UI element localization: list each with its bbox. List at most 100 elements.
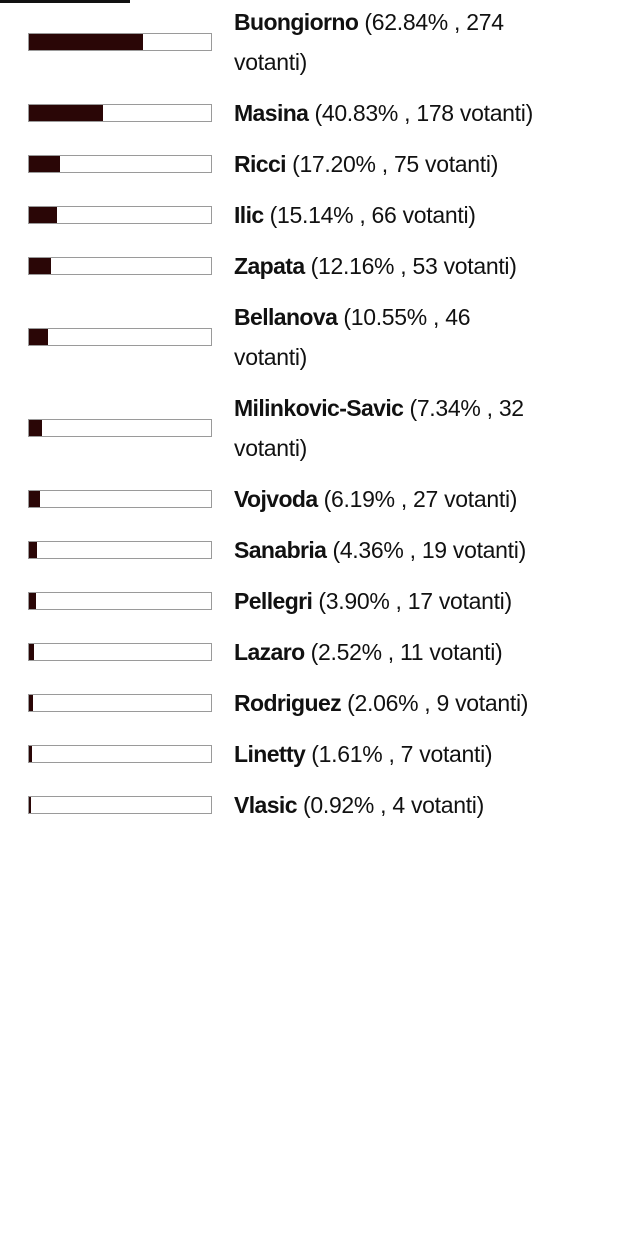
vote-count: 7 (400, 741, 414, 767)
candidate-name: Vlasic (234, 792, 298, 818)
progress-fill (29, 695, 33, 711)
result-text: Zapata (12.16% , 53 votanti) (234, 246, 539, 286)
candidate-name: Linetty (234, 741, 306, 767)
progress-bar (28, 796, 212, 814)
result-info: (4.36% , 19 votanti) (332, 537, 526, 563)
votes-label: votanti (438, 588, 505, 614)
progress-bar (28, 104, 212, 122)
result-info: (40.83% , 178 votanti) (314, 100, 533, 126)
progress-fill (29, 207, 57, 223)
percent: 7.34% (416, 395, 481, 421)
progress-fill (29, 491, 41, 507)
result-info: (15.14% , 66 votanti) (269, 202, 476, 228)
poll-result-row: Lazaro (2.52% , 11 votanti) (0, 632, 620, 672)
result-text: Masina (40.83% , 178 votanti) (234, 93, 539, 133)
percent: 3.90% (325, 588, 390, 614)
vote-count: 19 (421, 537, 447, 563)
poll-result-row: Ilic (15.14% , 66 votanti) (0, 195, 620, 235)
votes-label: votanti (234, 435, 300, 461)
votes-label: votanti (459, 100, 526, 126)
percent: 40.83% (321, 100, 399, 126)
poll-result-row: Linetty (1.61% , 7 votanti) (0, 734, 620, 774)
votes-label: votanti (234, 344, 300, 370)
poll-result-row: Masina (40.83% , 178 votanti) (0, 93, 620, 133)
progress-fill (29, 746, 32, 762)
votes-label: votanti (410, 792, 477, 818)
candidate-name: Vojvoda (234, 486, 318, 512)
votes-label: votanti (402, 202, 469, 228)
poll-result-row: Vlasic (0.92% , 4 votanti) (0, 785, 620, 825)
result-info: (1.61% , 7 votanti) (311, 741, 493, 767)
progress-bar (28, 643, 212, 661)
poll-result-row: Vojvoda (6.19% , 27 votanti) (0, 479, 620, 519)
progress-fill (29, 797, 31, 813)
result-info: (6.19% , 27 votanti) (323, 486, 518, 512)
progress-fill (29, 156, 61, 172)
result-text: Linetty (1.61% , 7 votanti) (234, 734, 539, 774)
progress-bar (28, 694, 212, 712)
progress-bar (28, 745, 212, 763)
result-info: (7.34% , 32 votanti) (234, 395, 524, 461)
progress-fill (29, 542, 37, 558)
poll-result-row: Ricci (17.20% , 75 votanti) (0, 144, 620, 184)
candidate-name: Ricci (234, 151, 287, 177)
candidate-name: Zapata (234, 253, 305, 279)
candidate-name: Ilic (234, 202, 264, 228)
percent: 62.84% (371, 9, 449, 35)
candidate-name: Pellegri (234, 588, 313, 614)
result-text: Sanabria (4.36% , 19 votanti) (234, 530, 539, 570)
vote-count: 178 (416, 100, 454, 126)
result-text: Lazaro (2.52% , 11 votanti) (234, 632, 539, 672)
result-info: (10.55% , 46 votanti) (234, 304, 471, 370)
votes-label: votanti (234, 49, 300, 75)
percent: 15.14% (277, 202, 354, 228)
progress-bar (28, 592, 212, 610)
votes-label: votanti (455, 690, 521, 716)
result-info: (3.90% , 17 votanti) (318, 588, 512, 614)
result-info: (62.84% , 274 votanti) (234, 9, 504, 75)
percent: 0.92% (310, 792, 375, 818)
result-text: Ilic (15.14% , 66 votanti) (234, 195, 539, 235)
result-text: Vlasic (0.92% , 4 votanti) (234, 785, 539, 825)
result-info: (17.20% , 75 votanti) (292, 151, 499, 177)
progress-fill (29, 34, 144, 50)
poll-result-row: Pellegri (3.90% , 17 votanti) (0, 581, 620, 621)
result-info: (2.06% , 9 votanti) (347, 690, 529, 716)
vote-count: 9 (436, 690, 450, 716)
progress-bar (28, 541, 212, 559)
result-text: Milinkovic-Savic (7.34% , 32 votanti) (234, 388, 539, 468)
progress-fill (29, 593, 37, 609)
progress-fill (29, 644, 34, 660)
result-text: Buongiorno (62.84% , 274 votanti) (234, 2, 539, 82)
candidate-name: Sanabria (234, 537, 327, 563)
percent: 2.52% (318, 639, 382, 665)
poll-result-row: Rodriguez (2.06% , 9 votanti) (0, 683, 620, 723)
vote-count: 32 (498, 395, 524, 421)
votes-label: votanti (444, 486, 510, 512)
vote-count: 17 (407, 588, 433, 614)
result-info: (0.92% , 4 votanti) (303, 792, 484, 818)
vote-count: 46 (445, 304, 471, 330)
vote-count: 75 (393, 151, 419, 177)
result-info: (12.16% , 53 votanti) (310, 253, 517, 279)
votes-label: votanti (419, 741, 485, 767)
percent: 2.06% (354, 690, 419, 716)
result-text: Pellegri (3.90% , 17 votanti) (234, 581, 539, 621)
candidate-name: Rodriguez (234, 690, 342, 716)
vote-count: 4 (392, 792, 405, 818)
votes-label: votanti (452, 537, 519, 563)
vote-count: 274 (466, 9, 504, 35)
candidate-name: Masina (234, 100, 309, 126)
result-text: Rodriguez (2.06% , 9 votanti) (234, 683, 539, 723)
progress-fill (29, 420, 43, 436)
progress-bar (28, 490, 212, 508)
progress-bar (28, 155, 212, 173)
progress-fill (29, 258, 52, 274)
progress-bar (28, 257, 212, 275)
progress-bar (28, 33, 212, 51)
vote-count: 53 (412, 253, 438, 279)
vote-count: 66 (371, 202, 397, 228)
candidate-name: Milinkovic-Savic (234, 395, 404, 421)
candidate-name: Buongiorno (234, 9, 359, 35)
result-info: (2.52% , 11 votanti) (310, 639, 503, 665)
